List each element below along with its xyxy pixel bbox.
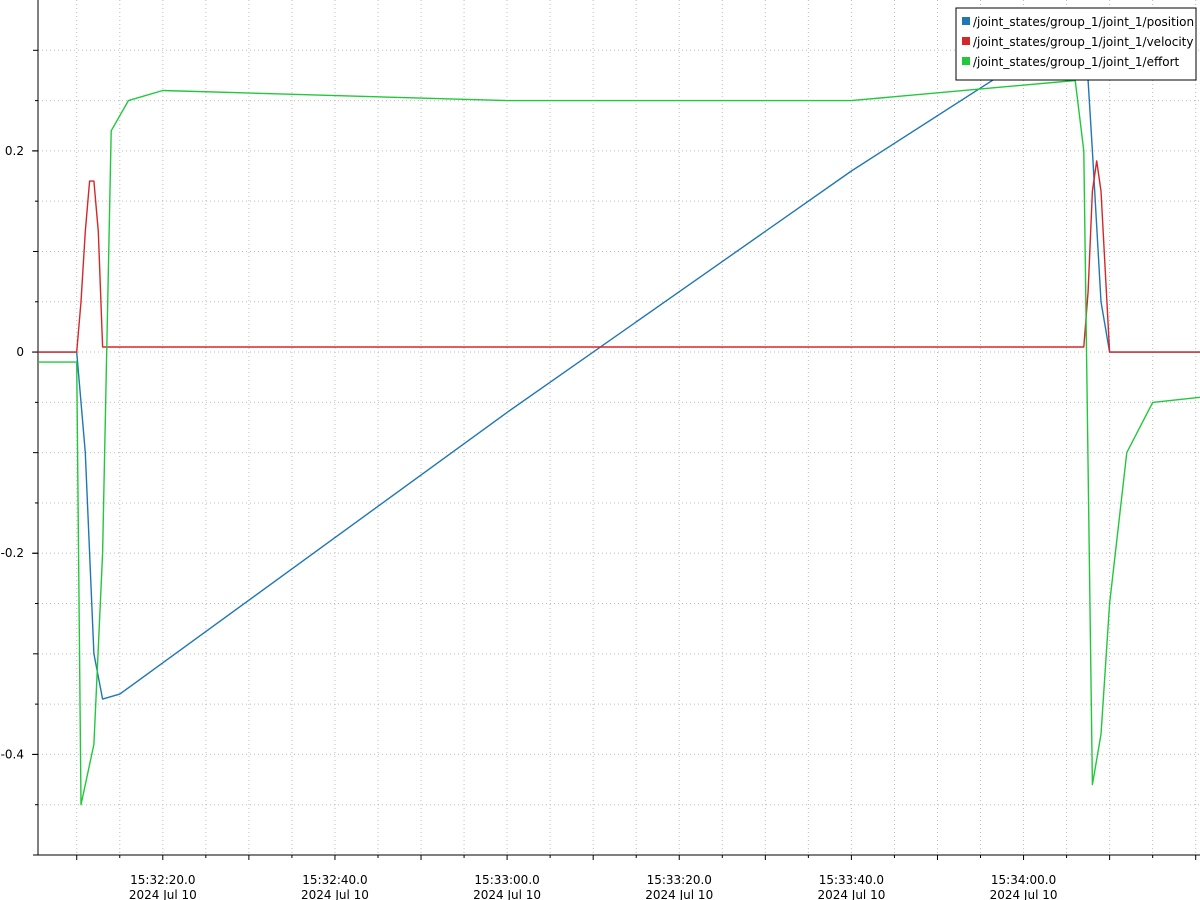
legend-swatch [962,57,970,65]
legend-label[interactable]: /joint_states/group_1/joint_1/position [973,15,1194,29]
y-tick-label: -0.4 [1,747,24,761]
grid [38,0,1200,856]
x-tick-label: 15:32:20.0 [130,873,195,887]
x-tick-label: 15:32:40.0 [302,873,367,887]
y-axis: -0.4 -0.2 0 0.2 [1,0,39,856]
legend-label[interactable]: /joint_states/group_1/joint_1/velocity [973,35,1193,49]
x-tick-date-label: 2024 Jul 10 [990,888,1058,900]
legend-label[interactable]: /joint_states/group_1/joint_1/effort [973,55,1180,69]
x-tick-label: 15:33:20.0 [647,873,712,887]
legend-box [955,7,1197,81]
x-tick-date-label: 2024 Jul 10 [129,888,197,900]
y-tick-label: 0.2 [5,144,24,158]
legend-swatch [962,37,970,45]
legend[interactable]: /joint_states/group_1/joint_1/position/j… [955,7,1197,81]
series-line-position [38,9,1200,700]
x-tick-label: 15:33:00.0 [474,873,539,887]
x-tick-date-label: 2024 Jul 10 [473,888,541,900]
legend-swatch [962,17,970,25]
x-tick-date-label: 2024 Jul 10 [645,888,713,900]
series-layer [38,9,1200,806]
x-tick-date-label: 2024 Jul 10 [817,888,885,900]
series-line-effort [38,79,1200,806]
y-tick-label: -0.2 [1,546,24,560]
series-line-velocity [38,160,1200,353]
x-tick-date-label: 2024 Jul 10 [301,888,369,900]
y-tick-label: 0 [16,345,24,359]
x-tick-label: 15:33:40.0 [819,873,884,887]
x-tick-label: 15:34:00.0 [991,873,1056,887]
